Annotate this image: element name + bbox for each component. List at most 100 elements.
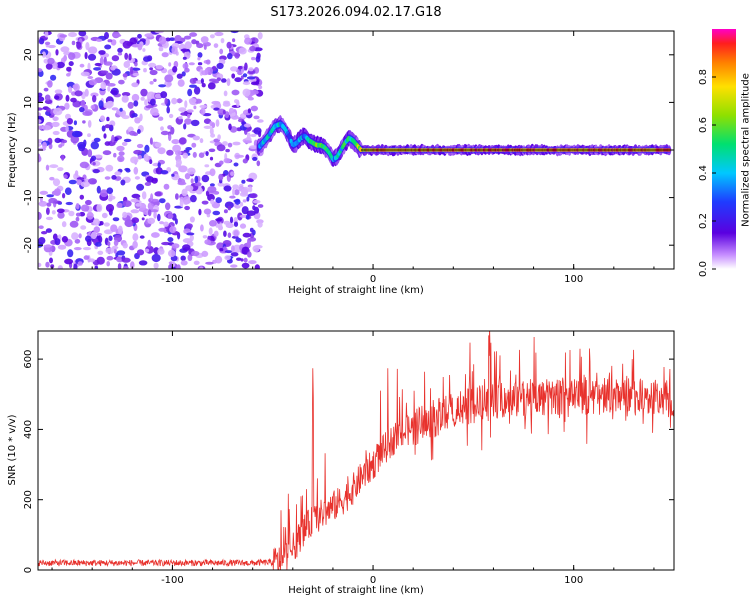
noise-blob [147,209,152,217]
noise-blob [110,65,116,71]
x-tick-label: 0 [370,274,376,285]
noise-blob [255,55,261,63]
noise-blob [90,231,97,240]
noise-blob [116,145,125,152]
noise-blob [85,199,92,206]
noise-blob [187,113,191,119]
noise-blob [202,235,208,239]
noise-blob [92,169,100,174]
noise-blob [100,70,109,74]
noise-blob [220,38,225,44]
noise-blob [130,66,134,75]
noise-blob [79,161,90,169]
noise-blob [172,66,178,73]
noise-blob [46,207,50,215]
noise-blob [98,50,106,55]
noise-blob [100,81,107,90]
noise-blob [149,67,154,71]
noise-blob [111,107,119,111]
noise-blob [190,178,194,184]
noise-blob [200,36,209,44]
noise-blob [201,83,206,88]
noise-blob [137,33,142,39]
noise-blob [38,211,42,220]
noise-blob [180,112,188,116]
noise-blob [164,74,174,83]
noise-blob [77,261,83,266]
noise-blob [160,91,168,99]
noise-blob [230,31,239,34]
noise-blob [132,72,140,77]
noise-blob [257,204,264,208]
noise-blob [240,75,244,80]
noise-blob [55,49,59,56]
noise-blob [191,250,200,257]
noise-blob [116,250,126,256]
noise-blob [92,95,97,103]
noise-blob [246,76,256,80]
noise-blob [187,254,193,262]
noise-blob [224,111,230,119]
noise-blob [42,125,51,131]
snr-y-ticks: 0 200 400 600 [23,350,674,573]
noise-blob [211,122,216,129]
noise-blob [96,185,101,194]
noise-blob [253,127,262,135]
noise-blob [167,237,174,243]
noise-blob [46,107,51,113]
noise-blob [46,202,52,207]
noise-blob [93,67,102,71]
noise-blob [120,179,126,186]
colorbar-tick-label: 0.0 [698,261,709,277]
noise-blob [54,89,63,94]
noise-blob [250,81,260,86]
noise-blob [214,31,224,37]
noise-blob [102,150,112,156]
noise-blob [189,78,197,84]
noise-blob [121,92,131,97]
noise-blob [153,78,157,83]
noise-blob [226,78,231,87]
noise-blob [123,138,132,143]
noise-blob [174,35,182,43]
noise-blob [144,248,150,253]
noise-blob [194,175,199,184]
noise-blob [179,199,184,208]
noise-blob [168,113,174,119]
noise-blob [104,176,111,180]
noise-blob [149,159,153,165]
noise-blob [69,220,79,228]
noise-blob [242,88,251,97]
noise-blob [181,71,186,77]
noise-blob [44,41,51,46]
noise-blob [108,197,113,202]
noise-blob [176,73,183,79]
noise-blob [41,231,48,235]
noise-blob [168,62,172,67]
noise-blob [108,235,113,242]
noise-blob [140,96,145,101]
noise-blob [54,95,60,100]
noise-blob [193,260,200,265]
noise-blob [122,242,128,249]
y-tick-label: -10 [23,189,34,205]
noise-blob [63,174,68,179]
noise-blob [170,126,175,135]
noise-blob [233,221,239,227]
noise-blob [199,138,204,144]
noise-blob [165,202,171,211]
noise-blob [113,239,119,246]
noise-blob [106,255,114,261]
noise-blob [164,97,168,105]
noise-blob [57,244,67,250]
noise-blob [155,64,163,70]
noise-blob [68,52,76,60]
noise-blob [135,203,142,207]
noise-blob [154,31,164,34]
noise-blob [96,256,105,265]
noise-blob [39,196,43,203]
noise-blob [84,52,88,60]
noise-blob [171,243,180,249]
noise-blob [104,141,111,146]
noise-blob [48,197,58,204]
